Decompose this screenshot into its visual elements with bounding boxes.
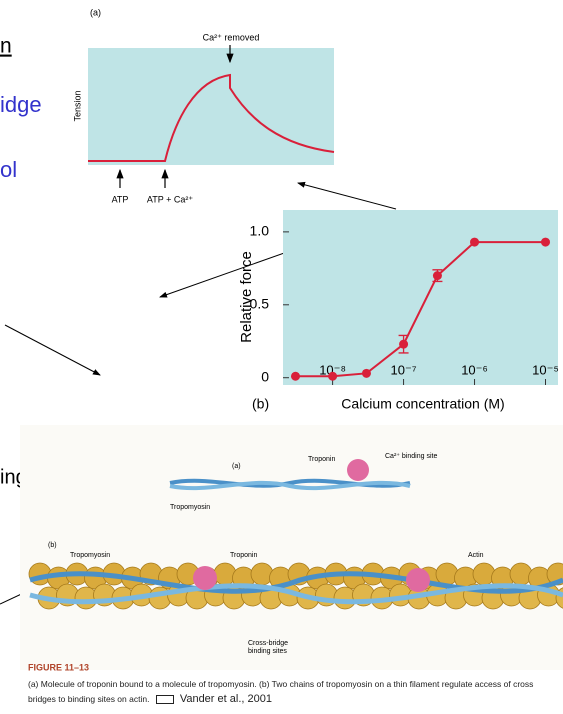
pointer-arrow [298, 183, 396, 209]
label: Ca²⁺ binding site [385, 453, 437, 460]
slide-text: n [0, 35, 12, 58]
slide-canvas: n idge ol ing (a) Tension Ca²⁺ removed A… [0, 0, 563, 714]
panel-label: (b) [48, 542, 57, 549]
slide: {"slide_text": ["n", "idge", "ol", "ing"… [0, 0, 563, 714]
data-point [399, 340, 408, 349]
actin-bead [214, 563, 236, 585]
marker-label: ATP [112, 194, 129, 204]
label: Cross-bridge [248, 640, 288, 647]
actin-bead [510, 563, 532, 585]
label: Troponin [230, 552, 257, 559]
label: binding sites [248, 648, 287, 655]
slide-text: ol [0, 157, 17, 182]
actin-bead [473, 563, 495, 585]
filament-figure: (a) Troponin Ca²⁺ binding site Tropomyos… [20, 425, 563, 672]
axis-label: Tension [72, 90, 82, 121]
plot-area [88, 48, 334, 165]
label: Tropomyosin [70, 552, 110, 559]
x-axis-label: Calcium concentration (M) [341, 396, 504, 412]
data-point [470, 238, 479, 247]
plot-area [283, 210, 558, 385]
data-point [433, 271, 442, 280]
x-tick-label: 10⁻⁷ [391, 362, 417, 377]
data-point [362, 369, 371, 378]
caption: (a) Molecule of troponin bound to a mole… [28, 679, 533, 704]
y-tick-label: 1.0 [250, 223, 270, 239]
data-point [291, 372, 300, 381]
actin-bead [436, 563, 458, 585]
panel-label: (a) [232, 463, 241, 470]
x-tick-label: 10⁻⁵ [532, 362, 559, 377]
slide-text: idge [0, 92, 42, 117]
scale-icon [156, 695, 174, 704]
caption-block: (a) Molecule of troponin bound to a mole… [28, 677, 558, 707]
data-point [328, 372, 337, 381]
pointer-arrow [5, 325, 100, 375]
troponin [347, 459, 369, 481]
actin-bead [251, 563, 273, 585]
figure-background [20, 425, 563, 670]
marker-label: ATP + Ca²⁺ [147, 194, 193, 204]
figure-a: (a) Tension Ca²⁺ removed ATP ATP + Ca²⁺ [72, 7, 334, 204]
troponin [193, 566, 217, 590]
panel-label: (b) [252, 396, 269, 412]
figure-label: FIGURE 11–13 [28, 662, 89, 672]
panel-label: (a) [90, 7, 101, 17]
y-tick-label: 0.5 [250, 295, 270, 311]
x-tick-label: 10⁻⁶ [461, 362, 488, 377]
troponin [406, 568, 430, 592]
y-tick-label: 0 [261, 368, 269, 384]
label: Tropomyosin [170, 504, 210, 511]
chart: (b) Calcium concentration (M) Relative f… [238, 210, 559, 412]
annotation: Ca²⁺ removed [203, 32, 260, 42]
credit: Vander et al., 2001 [180, 693, 272, 705]
data-point [541, 238, 550, 247]
label: Troponin [308, 456, 335, 463]
label: Actin [468, 552, 484, 559]
